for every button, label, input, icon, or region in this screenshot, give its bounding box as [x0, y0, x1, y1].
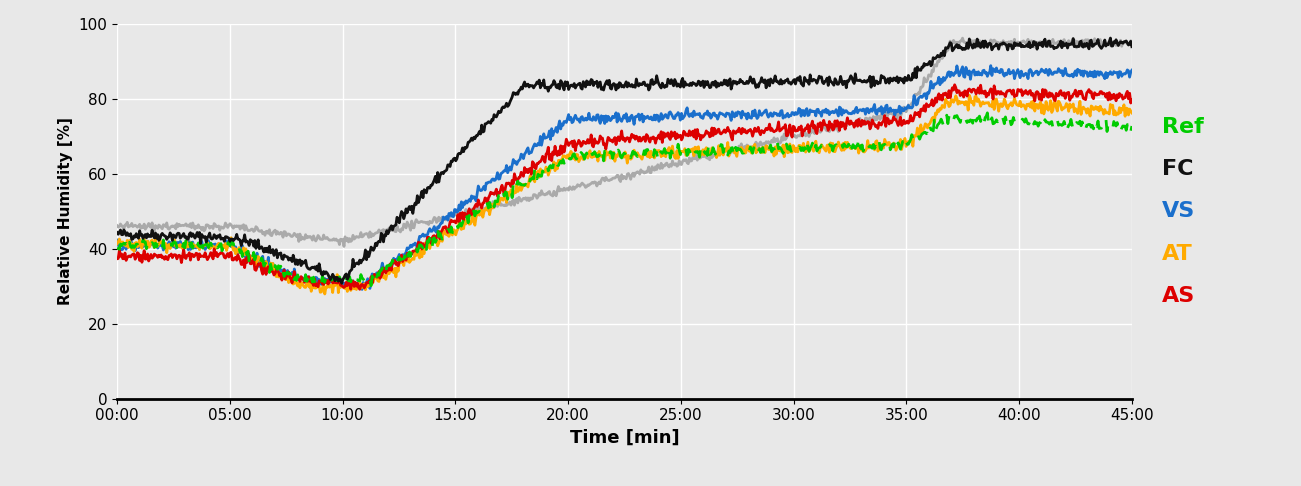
Y-axis label: Relative Humidity [%]: Relative Humidity [%] — [59, 118, 73, 305]
Legend: Ref, FC, VS, AT, AS: Ref, FC, VS, AT, AS — [1153, 108, 1213, 315]
X-axis label: Time [min]: Time [min] — [570, 429, 679, 447]
